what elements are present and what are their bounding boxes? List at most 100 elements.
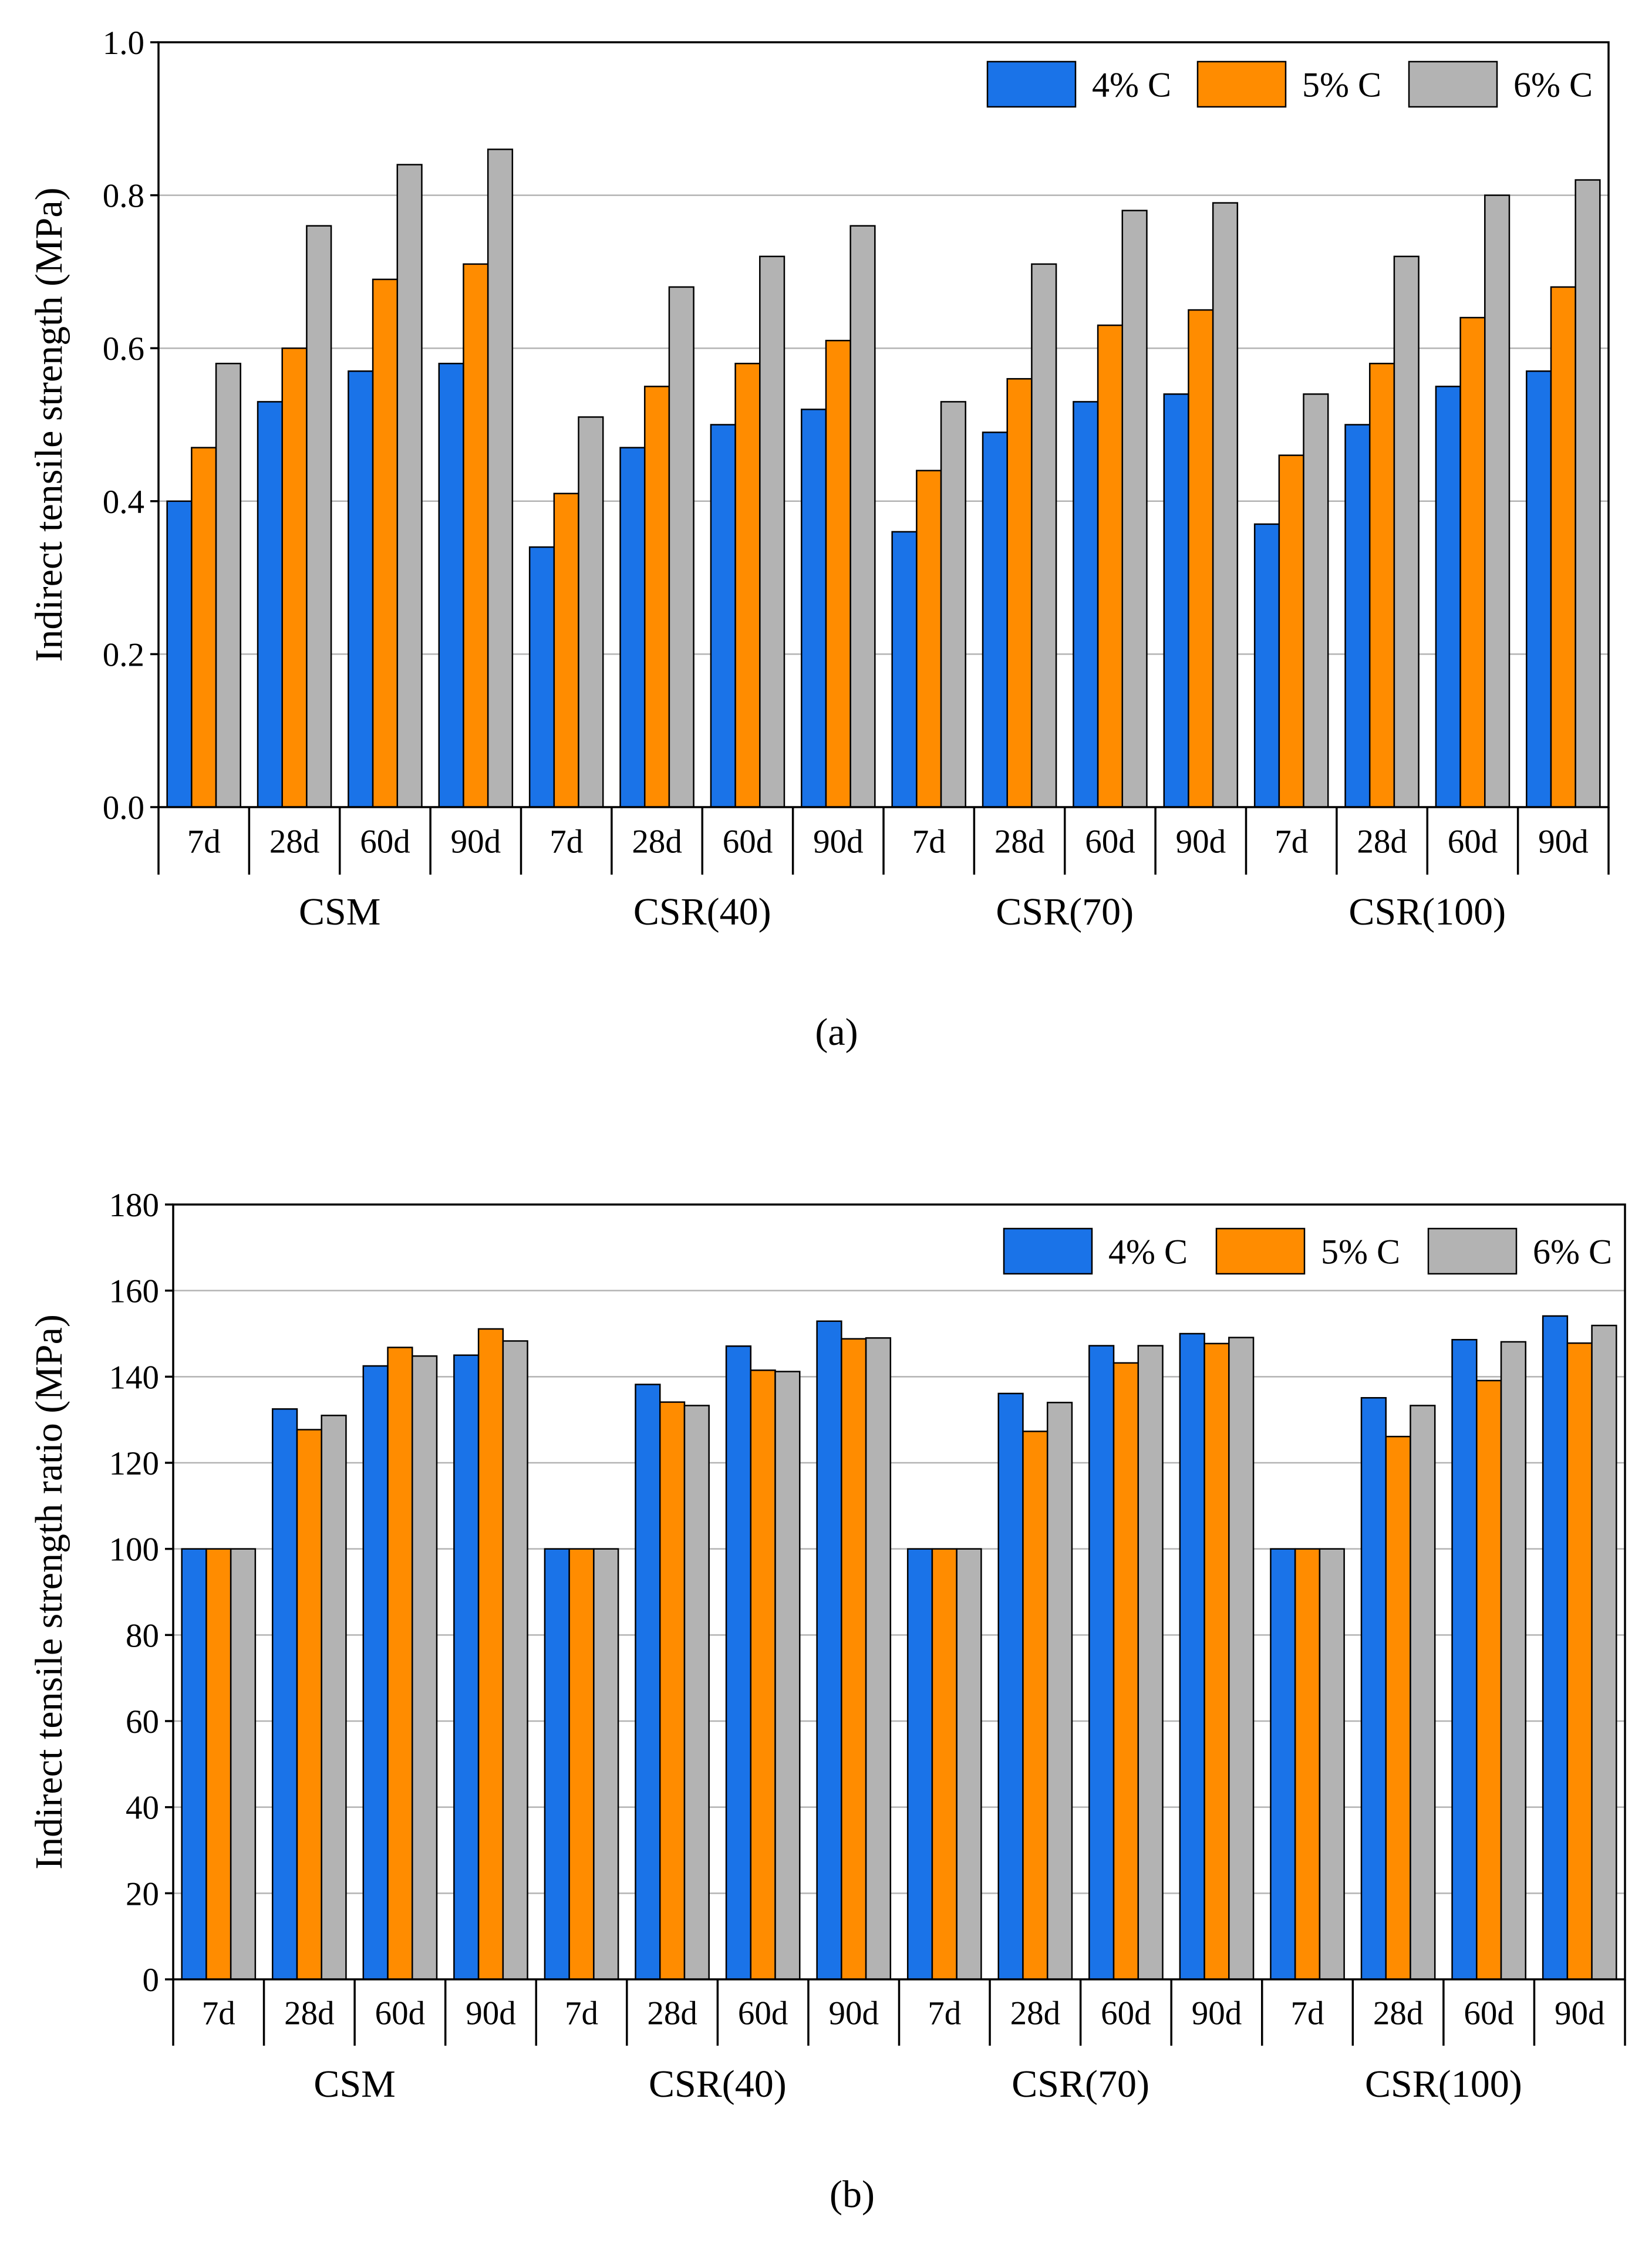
legend-swatch: [1215, 1227, 1306, 1275]
category-label: 7d: [1275, 824, 1308, 861]
category-label: 90d: [1555, 1995, 1605, 2032]
category-label: 90d: [1538, 824, 1589, 861]
bar-6C-12: [1303, 393, 1329, 808]
category-label: 90d: [451, 824, 501, 861]
panel-caption: (b): [830, 2173, 875, 2216]
bar-5C-5: [643, 386, 670, 808]
bar-6C-14: [1484, 194, 1511, 808]
bar-4C-11: [1163, 393, 1189, 808]
y-tick-label: 20: [126, 1875, 159, 1912]
bar-5C-5: [659, 1401, 686, 1981]
bar-4C-0: [166, 500, 193, 808]
panel-caption: (a): [815, 1011, 858, 1054]
bar-4C-3: [438, 363, 464, 808]
bar-4C-9: [982, 431, 1008, 808]
bar-6C-15: [1575, 179, 1601, 808]
category-label: 28d: [284, 1995, 335, 2032]
category-label: 90d: [813, 824, 864, 861]
bar-4C-14: [1451, 1339, 1478, 1981]
bar-4C-15: [1526, 370, 1552, 808]
bar-5C-1: [296, 1429, 322, 1981]
category-label: 60d: [723, 824, 773, 861]
category-label: 60d: [1085, 824, 1135, 861]
bar-6C-7: [865, 1337, 892, 1981]
bar-4C-1: [257, 401, 283, 808]
legend-swatch: [1408, 60, 1498, 108]
bar-5C-11: [1203, 1342, 1230, 1981]
bar-4C-8: [906, 1548, 933, 1981]
bar-6C-9: [1031, 263, 1057, 808]
bar-5C-9: [1022, 1431, 1048, 1981]
bar-4C-10: [1073, 401, 1099, 808]
bar-4C-2: [348, 370, 374, 808]
bar-4C-7: [801, 409, 827, 808]
bar-4C-5: [619, 447, 646, 808]
legend-label: 6% C: [1533, 1233, 1612, 1271]
category-label: 28d: [632, 824, 682, 861]
bar-5C-4: [568, 1548, 595, 1981]
bar-6C-15: [1591, 1324, 1617, 1981]
category-label: 60d: [375, 1995, 426, 2032]
bar-4C-7: [816, 1320, 842, 1981]
bar-4C-3: [453, 1354, 480, 1981]
bar-6C-4: [578, 416, 604, 808]
bar-6C-10: [1137, 1345, 1164, 1981]
legend-label: 4% C: [1092, 66, 1171, 104]
y-tick-label: 140: [109, 1359, 160, 1396]
bar-6C-2: [396, 164, 423, 808]
group-label: CSR(70): [1012, 2063, 1149, 2106]
bar-6C-12: [1319, 1548, 1345, 1981]
chart-panel-b: 0 20 40 60 80 100 120 140 160 180 7d 28d 60d 90d 7d 28d…: [28, 1187, 1626, 2216]
bar-5C-8: [916, 470, 942, 808]
category-label: 28d: [1357, 824, 1407, 861]
bar-5C-14: [1459, 316, 1486, 808]
legend-swatch: [1196, 60, 1287, 108]
bar-6C-13: [1410, 1405, 1436, 1981]
y-tick-label: 0.8: [103, 178, 144, 215]
category-label: 90d: [1192, 1995, 1242, 2032]
bar-4C-11: [1179, 1332, 1205, 1981]
bar-5C-14: [1476, 1379, 1502, 1981]
category-label: 7d: [928, 1995, 961, 2032]
category-label: 7d: [912, 824, 946, 861]
bar-6C-3: [502, 1340, 528, 1981]
bar-4C-10: [1088, 1345, 1115, 1981]
y-tick-label: 60: [126, 1703, 159, 1740]
bar-5C-0: [191, 447, 217, 808]
bar-4C-5: [635, 1384, 661, 1981]
y-tick-label: 0.4: [103, 484, 144, 521]
bar-6C-4: [593, 1548, 619, 1981]
bar-4C-15: [1542, 1315, 1569, 1981]
group-label: CSR(40): [649, 2063, 787, 2106]
bar-4C-6: [710, 424, 736, 808]
group-label: CSM: [313, 2063, 395, 2106]
category-label: 60d: [1464, 1995, 1514, 2032]
y-axis-title: Indirect tensile strength ratio (MPa): [28, 1314, 70, 1870]
category-label: 90d: [466, 1995, 516, 2032]
bar-6C-0: [230, 1548, 257, 1981]
y-tick-label: 100: [109, 1531, 160, 1568]
bar-5C-1: [281, 347, 308, 808]
group-label: CSR(100): [1365, 2063, 1522, 2106]
bar-4C-2: [362, 1365, 389, 1981]
bar-6C-0: [215, 363, 241, 808]
legend-swatch: [1427, 1227, 1518, 1275]
bar-4C-9: [997, 1392, 1024, 1981]
bar-4C-14: [1435, 386, 1461, 808]
category-label: 90d: [1176, 824, 1226, 861]
bar-6C-6: [759, 255, 785, 808]
bar-5C-12: [1294, 1548, 1321, 1981]
category-label: 90d: [828, 1995, 879, 2032]
y-tick-label: 0.0: [103, 790, 144, 826]
category-label: 7d: [202, 1995, 235, 2032]
y-tick-label: 80: [126, 1617, 159, 1654]
bar-5C-6: [750, 1369, 776, 1981]
bar-4C-4: [528, 546, 555, 808]
y-tick-label: 0.6: [103, 330, 144, 367]
y-axis-title: Indirect tensile strength (MPa): [28, 187, 70, 662]
category-label: 7d: [1291, 1995, 1324, 2032]
bar-4C-4: [544, 1548, 570, 1981]
category-label: 7d: [187, 824, 221, 861]
legend-label: 5% C: [1321, 1233, 1400, 1271]
